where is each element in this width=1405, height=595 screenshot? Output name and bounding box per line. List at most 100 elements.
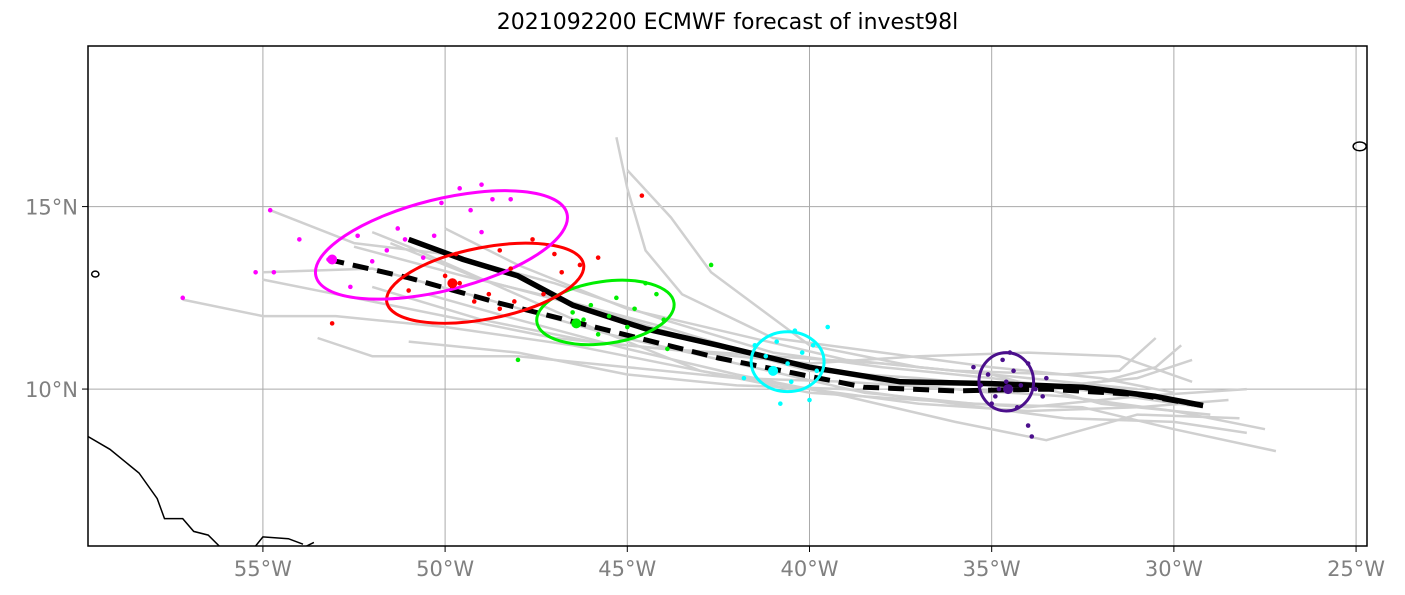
mean-position-day1 [1003, 384, 1014, 395]
ensemble-track [371, 285, 1193, 383]
mean-position-day5 [327, 254, 338, 265]
ensemble-position-day3 [595, 332, 601, 337]
ensemble-position-day3 [661, 317, 667, 323]
coastlines [54, 141, 1367, 546]
ensemble-position-day5 [267, 207, 273, 213]
mean-position-day3 [571, 318, 582, 329]
ensemble-position-day3 [665, 346, 670, 352]
ensemble-position-day2 [741, 375, 747, 381]
dashed-mean-track [327, 257, 1204, 408]
ensemble-position-day2 [774, 339, 779, 344]
ensemble-position-day4 [595, 255, 601, 260]
ensemble-position-day3 [570, 310, 575, 315]
ensemble-position-day3 [614, 295, 619, 301]
ensemble-position-day5 [180, 295, 186, 301]
ensemble-position-day2 [752, 342, 758, 348]
ensemble-position-day4 [541, 291, 546, 297]
ensemble-track [371, 230, 1247, 409]
ensemble-position-day1 [985, 372, 991, 377]
island-outline [54, 335, 63, 341]
ensemble-position-day4 [497, 306, 503, 312]
ensemble-track [426, 292, 1240, 442]
ensemble-position-day5 [253, 269, 258, 275]
ensemble-position-day1 [993, 394, 998, 399]
ensemble-positions [180, 182, 1049, 439]
ensemble-position-day2 [792, 328, 798, 333]
coastline [88, 435, 220, 546]
ensemble-position-day1 [1000, 357, 1005, 363]
ensemble-position-day4 [453, 251, 459, 257]
ensemble-position-day3 [581, 317, 586, 323]
ensemble-position-day5 [384, 248, 390, 253]
ensemble-position-day1 [1007, 350, 1013, 355]
ensemble-position-day1 [989, 401, 994, 406]
ensemble-position-day1 [1011, 368, 1016, 374]
lon-tick-label: 35°W [963, 557, 1021, 581]
ensemble-position-day5 [348, 284, 353, 290]
lon-tick-label: 40°W [780, 557, 838, 581]
ensemble-position-day2 [810, 342, 816, 348]
ensemble-position-day5 [490, 196, 495, 202]
uncertainty-ellipse-day4 [385, 241, 586, 325]
ensemble-position-day1 [996, 386, 1002, 392]
ensemble-position-day3 [606, 313, 612, 319]
map-frame [87, 45, 1368, 547]
mean-position-day4 [447, 278, 458, 289]
map-title: 2021092200 ECMWF forecast of invest98l [496, 10, 959, 35]
lon-tick-label: 25°W [1327, 557, 1385, 581]
ensemble-position-day4 [639, 193, 645, 198]
ensemble-position-day2 [778, 401, 783, 406]
ensemble-position-day1 [971, 364, 976, 370]
ensemble-position-day5 [431, 233, 437, 239]
ensemble-position-day4 [471, 299, 477, 304]
lon-tick-label: 50°W [416, 557, 474, 581]
ensemble-position-day2 [763, 353, 769, 359]
ensemble-position-day3 [643, 280, 648, 286]
ensemble-position-day4 [329, 321, 335, 326]
ensemble-position-day1 [1025, 361, 1031, 366]
ensemble-position-day4 [442, 273, 448, 279]
lat-tick-label: 15°N [25, 196, 78, 220]
ensemble-position-day5 [355, 233, 360, 239]
ensemble-position-day4 [577, 262, 583, 268]
uncertainty-ellipse-day5 [313, 189, 569, 301]
ensemble-position-day1 [1033, 386, 1038, 392]
ensemble-position-day3 [588, 302, 594, 308]
ensemble-position-day1 [978, 383, 984, 388]
ensemble-position-day5 [468, 207, 473, 213]
ensemble-position-day2 [807, 397, 812, 403]
ensemble-position-day1 [1044, 375, 1049, 381]
axis-ticks: 55°W 50°W 45°W 40°W 35°W 30°W 25°W 15°N 10°N [25, 196, 1385, 581]
ensemble-position-day1 [1018, 383, 1024, 388]
ensemble-position-day5 [439, 200, 444, 206]
lon-tick-label: 55°W [234, 557, 292, 581]
ensemble-position-day1 [1025, 423, 1031, 428]
ensemble-track [626, 169, 1138, 391]
ensemble-position-day5 [479, 229, 484, 235]
coastline [255, 536, 304, 546]
ensemble-position-day4 [508, 266, 513, 271]
ensemble-position-day3 [654, 291, 659, 297]
ensemble-position-day2 [788, 379, 794, 385]
ensemble-position-day5 [395, 226, 401, 231]
ensemble-position-day3 [632, 306, 637, 312]
uncertainty-ellipses [313, 189, 1036, 413]
ensemble-position-day3 [515, 357, 521, 363]
ensemble-position-day4 [552, 251, 557, 257]
island-outline [1366, 151, 1367, 153]
uncertainty-ellipse-day1 [977, 351, 1036, 413]
ensemble-position-day4 [497, 248, 503, 253]
ensemble-position-day4 [530, 237, 535, 242]
ensemble-position-day5 [508, 196, 513, 202]
island-outline [90, 270, 100, 278]
mean-position-day2 [768, 365, 779, 376]
ensemble-position-day2 [825, 324, 831, 330]
ensemble-position-day4 [486, 291, 492, 297]
ensemble-position-day5 [402, 237, 408, 242]
ensemble-position-day1 [1003, 379, 1009, 385]
ensemble-position-day1 [1040, 394, 1045, 399]
ensemble-track [408, 340, 1247, 435]
uncertainty-ellipse-day2 [749, 330, 826, 394]
ensemble-position-day5 [369, 259, 375, 264]
